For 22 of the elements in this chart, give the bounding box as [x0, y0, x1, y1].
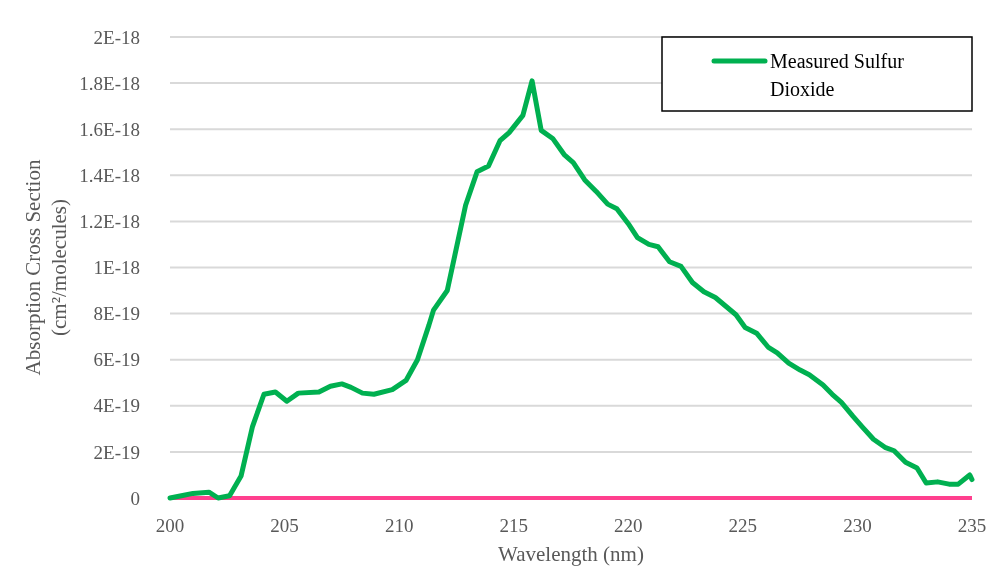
y-tick-label: 8E-19: [93, 303, 140, 325]
legend-label: Measured Sulfur Dioxide: [770, 50, 905, 100]
x-tick-label: 205: [270, 515, 299, 536]
x-tick-label: 200: [155, 515, 185, 536]
y-tick-label: 1E-18: [93, 257, 140, 279]
x-tick-label: 210: [384, 515, 414, 536]
x-tick-label: 230: [843, 515, 872, 536]
x-tick-label: 235: [957, 515, 987, 536]
y-tick-label: 6E-19: [93, 349, 140, 371]
x-axis-title: Wavelength (nm): [498, 542, 644, 566]
y-tick-label: 1.4E-18: [79, 164, 140, 186]
x-tick-label: 215: [499, 515, 528, 536]
y-axis-title: Absorption Cross Section (cm²/molecules): [21, 159, 71, 376]
y-tick-label: 1.2E-18: [79, 211, 140, 233]
y-tick-label: 0: [130, 487, 140, 509]
y-tick-label: 1.6E-18: [79, 118, 140, 140]
y-tick-label: 4E-19: [93, 395, 140, 417]
x-tick-label: 220: [614, 515, 643, 536]
y-tick-label: 2E-18: [93, 26, 140, 48]
y-tick-label: 1.8E-18: [79, 72, 140, 94]
y-tick-label: 2E-19: [93, 441, 140, 463]
x-tick-label: 225: [728, 515, 758, 536]
